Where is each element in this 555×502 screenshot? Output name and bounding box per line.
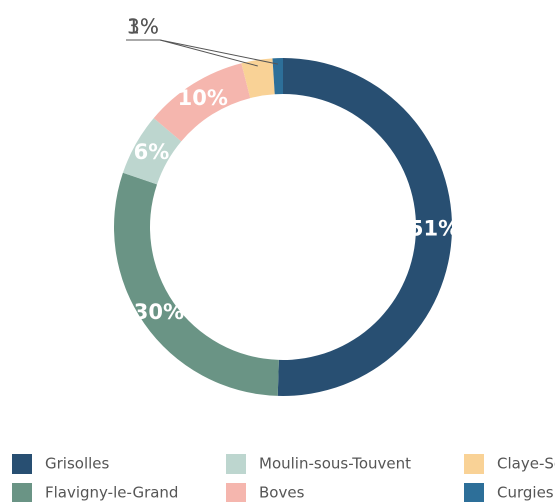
legend-swatch [464, 483, 484, 502]
data-label: 3% [127, 15, 159, 39]
leader-line [159, 39, 279, 65]
legend-swatch [226, 483, 246, 502]
donut-slice [241, 58, 275, 99]
donut-slice [272, 58, 283, 95]
legend-label: Flavigny-le-Grand [45, 484, 178, 502]
legend-label: Curgies [497, 484, 554, 502]
leader-line [159, 39, 258, 67]
legend-swatch [12, 454, 32, 474]
legend-label: Grisolles [45, 455, 110, 473]
legend-swatch [464, 454, 484, 474]
data-label: 6% [134, 140, 170, 164]
data-label: 51% [409, 216, 459, 240]
donut-slice [153, 63, 251, 142]
legend-swatch [12, 483, 32, 502]
legend-label: Boves [259, 484, 305, 502]
data-label: 10% [178, 86, 228, 110]
data-label: 1% [127, 15, 159, 39]
legend-swatch [226, 454, 246, 474]
donut-slice [113, 172, 279, 396]
legend-label: Claye-Souilly [497, 455, 555, 473]
donut-slice [122, 118, 182, 185]
data-label: 30% [134, 300, 184, 324]
donut-slice [277, 58, 452, 396]
legend-label: Moulin-sous-Touvent [259, 455, 411, 473]
